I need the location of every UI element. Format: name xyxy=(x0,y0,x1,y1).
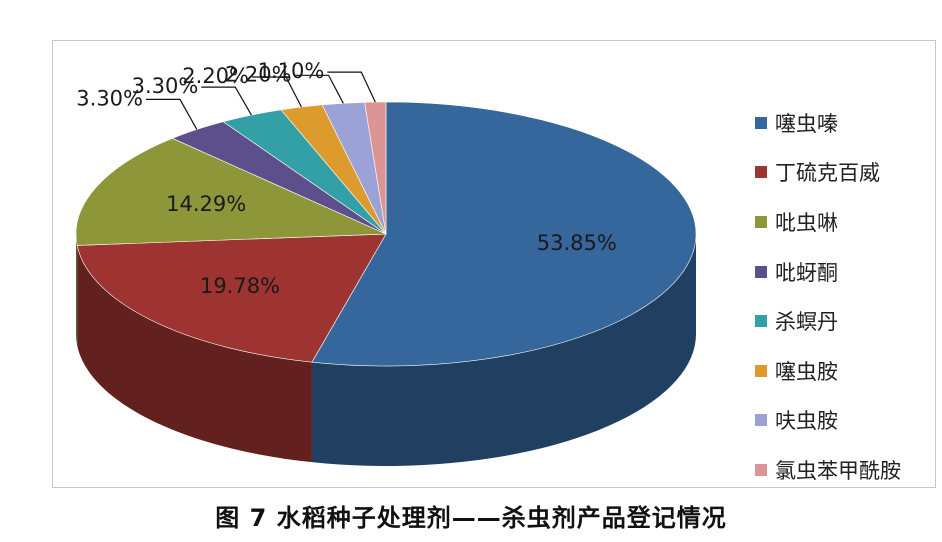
legend-swatch-6 xyxy=(755,414,767,427)
leader-line-4 xyxy=(201,86,252,116)
leader-line-5 xyxy=(252,76,302,108)
leader-line-3 xyxy=(146,98,198,130)
legend-item-4: 杀螟丹 xyxy=(755,296,935,346)
legend-label-0: 噻虫嗪 xyxy=(775,111,838,136)
data-label-1: 19.78% xyxy=(200,274,280,298)
legend-swatch-3 xyxy=(755,265,767,278)
data-label-6: 2.20% xyxy=(225,62,292,86)
pie-side-0 xyxy=(311,234,696,466)
pie-side-2 xyxy=(76,234,78,346)
legend-swatch-2 xyxy=(755,215,767,228)
data-label-4: 3.30% xyxy=(132,74,199,98)
legend-swatch-1 xyxy=(755,166,767,179)
legend-item-6: 呋虫胺 xyxy=(755,396,935,446)
legend-item-1: 丁硫克百威 xyxy=(755,148,935,198)
pie-slice-1 xyxy=(76,233,387,363)
figure-caption: 图 7 水稻种子处理剂——杀虫剂产品登记情况 xyxy=(215,504,727,532)
leader-line-6 xyxy=(294,74,344,104)
pie-slice-0 xyxy=(311,101,697,367)
legend-label-5: 噻虫胺 xyxy=(775,359,838,384)
legend-label-7: 氯虫苯甲酰胺 xyxy=(775,458,901,483)
legend-item-0: 噻虫嗪 xyxy=(755,98,935,148)
pie-slices xyxy=(75,101,697,367)
data-labels: 53.85%19.78%14.29%3.30%3.30%2.20%2.20%1.… xyxy=(76,59,617,298)
legend-label-1: 丁硫克百威 xyxy=(775,161,880,186)
data-label-5: 2.20% xyxy=(182,64,249,88)
legend-item-3: 吡蚜酮 xyxy=(755,247,935,297)
legend-swatch-4 xyxy=(755,315,767,328)
legend-label-2: 吡虫啉 xyxy=(775,210,838,235)
leader-lines xyxy=(146,71,376,130)
legend: 噻虫嗪丁硫克百威吡虫啉吡蚜酮杀螟丹噻虫胺呋虫胺氯虫苯甲酰胺 xyxy=(755,98,935,495)
data-label-0: 53.85% xyxy=(537,231,617,255)
legend-item-5: 噻虫胺 xyxy=(755,346,935,396)
data-label-7: 1.10% xyxy=(258,59,325,83)
legend-label-6: 呋虫胺 xyxy=(775,409,838,434)
data-label-3: 3.30% xyxy=(76,86,143,110)
pie-side-1 xyxy=(77,245,312,463)
data-label-2: 14.29% xyxy=(166,192,246,216)
pie-sides xyxy=(76,234,696,466)
legend-item-7: 氯虫苯甲酰胺 xyxy=(755,445,935,495)
legend-swatch-7 xyxy=(755,463,767,476)
legend-label-4: 杀螟丹 xyxy=(775,310,838,335)
legend-swatch-5 xyxy=(755,364,767,377)
leader-line-7 xyxy=(327,71,376,103)
legend-label-3: 吡蚜酮 xyxy=(775,260,838,285)
legend-item-2: 吡虫啉 xyxy=(755,197,935,247)
legend-swatch-0 xyxy=(755,116,767,129)
pie-slice-2 xyxy=(75,138,387,246)
